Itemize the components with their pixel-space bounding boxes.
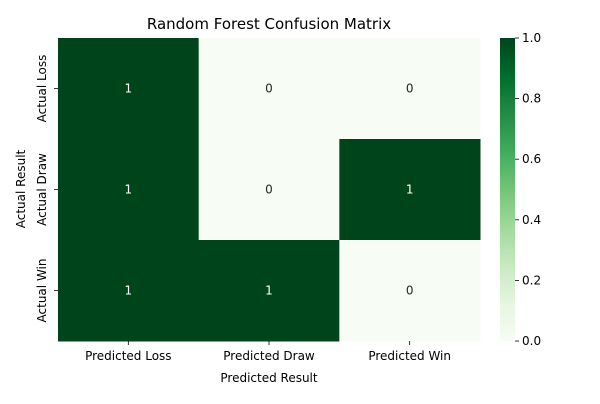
x-tick-label: Predicted Loss: [85, 349, 171, 363]
x-tick-label: Predicted Win: [368, 349, 451, 363]
y-tick-label: Actual Win: [35, 259, 49, 323]
heatmap-cell: [339, 139, 481, 241]
cell-value-label: 1: [406, 183, 414, 197]
colorbar-tick-label: 0.4: [522, 213, 541, 227]
cell-value-label: 0: [406, 82, 414, 96]
colorbar: 0.0 0.2 0.4 0.6 0.8 1.0: [500, 31, 541, 348]
y-tick-label: Actual Draw: [35, 153, 49, 226]
cell-value-label: 1: [265, 284, 273, 298]
colorbar-tick-label: 0.6: [522, 152, 541, 166]
colorbar-tick-label: 1.0: [522, 31, 541, 45]
colorbar-tick-label: 0.2: [522, 273, 541, 287]
cell-value-label: 1: [125, 284, 133, 298]
cell-value-label: 1: [125, 183, 133, 197]
heatmap-cell: [198, 240, 340, 342]
heatmap-cell: [198, 38, 340, 140]
heatmap-cell: [339, 240, 481, 342]
heatmap-cell: [58, 240, 200, 342]
cell-value-label: 0: [265, 183, 273, 197]
colorbar-tick-label: 0.0: [522, 334, 541, 348]
colorbar-ticks: 0.0 0.2 0.4 0.6 0.8 1.0: [515, 31, 541, 348]
cell-value-label: 0: [265, 82, 273, 96]
y-axis-ticks: Actual Loss Actual Draw Actual Win: [35, 55, 58, 323]
cell-value-label: 0: [406, 284, 414, 298]
colorbar-gradient: [500, 38, 515, 341]
heatmap-cell: [58, 38, 200, 140]
heatmap-cell: [198, 139, 340, 241]
y-axis-label: Actual Result: [14, 149, 28, 228]
x-axis-ticks: Predicted Loss Predicted Draw Predicted Wi…: [85, 341, 451, 363]
chart-title: Random Forest Confusion Matrix: [147, 15, 391, 33]
heatmap-cell: [339, 38, 481, 140]
x-axis-label: Predicted Result: [220, 371, 318, 385]
y-tick-label: Actual Loss: [35, 55, 49, 123]
cell-value-label: 1: [125, 82, 133, 96]
heatmap-cells: 1 0 0 1 0 1 1 1 0: [58, 38, 481, 342]
heatmap-cell: [58, 139, 200, 241]
colorbar-tick-label: 0.8: [522, 92, 541, 106]
x-tick-label: Predicted Draw: [223, 349, 315, 363]
